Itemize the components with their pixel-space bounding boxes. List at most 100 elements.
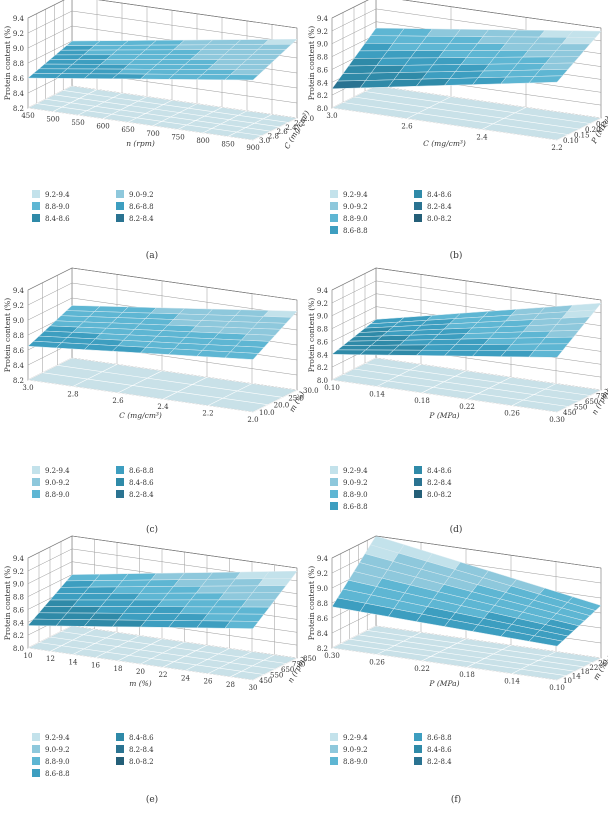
x-tick-label: 18 — [114, 665, 123, 673]
legend-label: 8.0-8.2 — [129, 758, 154, 766]
legend-label: 8.4-8.6 — [427, 467, 452, 475]
surface-patch — [364, 344, 400, 351]
x-tick-label: 12 — [46, 655, 55, 663]
x-tick-label: 450 — [21, 112, 34, 120]
x-tick-label: 850 — [221, 140, 234, 148]
legend-label: 9.0-9.2 — [129, 191, 154, 199]
floor-grid-line — [54, 94, 280, 128]
surface-patch — [500, 350, 535, 358]
surface-patch — [229, 613, 265, 622]
surface-patch — [364, 35, 400, 44]
z-tick-label: 9.4 — [13, 15, 25, 23]
surface-patch — [246, 54, 282, 60]
surface-patch — [122, 306, 157, 314]
surface-patch — [173, 69, 209, 75]
legend-swatch — [414, 478, 422, 486]
y-tick-label: 550 — [270, 672, 283, 680]
floor-grid-line — [207, 383, 253, 406]
surface-patch — [393, 344, 429, 351]
x-tick-label: 0.22 — [414, 665, 430, 673]
surface-patch — [190, 592, 225, 601]
response-surface — [331, 27, 602, 89]
legend-label: 8.4-8.6 — [129, 479, 154, 487]
z-axis-title: Protein content (%) — [307, 26, 316, 100]
legend-label: 9.0-9.2 — [45, 479, 70, 487]
floor-grid-line — [63, 90, 289, 123]
surface-patch — [257, 578, 293, 587]
surface-patch — [235, 64, 271, 71]
legend-swatch — [116, 190, 124, 198]
surface-patch — [189, 54, 225, 60]
y-tick-label: 14 — [572, 673, 581, 681]
z-tick-label: 8.2 — [13, 105, 24, 113]
response-surface — [27, 39, 298, 81]
surface-patch — [449, 344, 485, 351]
surface-patch — [61, 612, 96, 620]
legend-label: 8.0-8.2 — [427, 215, 452, 223]
surface-patch — [122, 606, 158, 614]
z-tick-label: 8.6 — [317, 615, 329, 623]
legend-label: 8.8-9.0 — [45, 491, 70, 499]
legend-label: 8.8-9.0 — [45, 203, 70, 211]
surface-patch — [128, 59, 164, 65]
legend-swatch — [116, 745, 124, 753]
x-tick-label: 700 — [146, 130, 159, 138]
legend-swatch — [32, 490, 40, 498]
z-tick-label: 9.2 — [13, 30, 24, 38]
surface-patch — [201, 613, 237, 622]
legend-swatch — [330, 214, 338, 222]
legend-swatch — [116, 757, 124, 765]
legend-label: 8.2-8.4 — [427, 479, 452, 487]
floor-grid-line — [102, 96, 148, 119]
surface-patch — [387, 43, 422, 52]
z-tick-label: 8.6 — [13, 347, 25, 355]
z-tick-label: 8.2 — [317, 645, 328, 653]
surface-patch — [43, 599, 79, 607]
x-tick-label: 500 — [46, 116, 59, 124]
legend-swatch — [330, 466, 338, 474]
z-tick-label: 8.8 — [317, 54, 328, 62]
x-tick-label: 900 — [246, 144, 259, 152]
floor-grid-line — [511, 651, 557, 674]
surface-patch — [60, 68, 96, 75]
surface-patch — [398, 28, 433, 37]
x-tick-label: 550 — [71, 119, 84, 127]
surface-patch — [111, 619, 147, 628]
surface-patch — [235, 606, 271, 615]
surface-patch — [415, 43, 450, 51]
x-axis-title: m (%) — [129, 679, 152, 688]
surface-patch — [184, 59, 220, 65]
legend-swatch — [330, 490, 338, 498]
x-tick-label: 22 — [159, 671, 168, 679]
floor-grid-line — [331, 625, 377, 649]
x-tick-label: 650 — [121, 126, 134, 134]
legend-label: 8.2-8.4 — [129, 746, 154, 754]
legend-label: 8.8-9.0 — [45, 758, 70, 766]
surface-patch — [229, 69, 265, 76]
y-tick-label: 18 — [581, 668, 590, 676]
surface-patch — [415, 349, 451, 357]
floor-grid-line — [152, 103, 198, 127]
surface-patch — [66, 63, 102, 70]
x-tick-label: 0.10 — [549, 684, 565, 692]
legend-swatch — [32, 769, 40, 777]
legend-label: 9.2-9.4 — [343, 191, 368, 199]
surface-patch — [83, 73, 119, 79]
floor-grid-line — [252, 117, 298, 141]
surface-patch — [539, 336, 575, 345]
y-tick-label: 0.10 — [563, 137, 579, 145]
surface-patch — [145, 69, 181, 75]
z-tick-label: 8.4 — [317, 351, 329, 359]
legend-a: 9.2-9.4 9.0-9.2 8.8-9.0 8.6-8.8 8.4-8.6 8.2-8… — [32, 190, 154, 223]
floor-grid-line — [77, 92, 123, 116]
floor-grid-line — [60, 631, 287, 664]
legend-label: 8.2-8.4 — [129, 215, 154, 223]
floor-grid-line — [27, 647, 254, 681]
panel-caption: (f) — [451, 794, 461, 805]
surface-patch — [426, 28, 461, 37]
surface-patch — [420, 35, 456, 44]
legend-e: 9.2-9.4 8.4-8.6 9.0-9.2 8.2-8.4 8.8-9.0 8.0-8… — [32, 733, 154, 778]
surface-patch — [178, 64, 214, 70]
legend-label: 9.2-9.4 — [45, 467, 70, 475]
